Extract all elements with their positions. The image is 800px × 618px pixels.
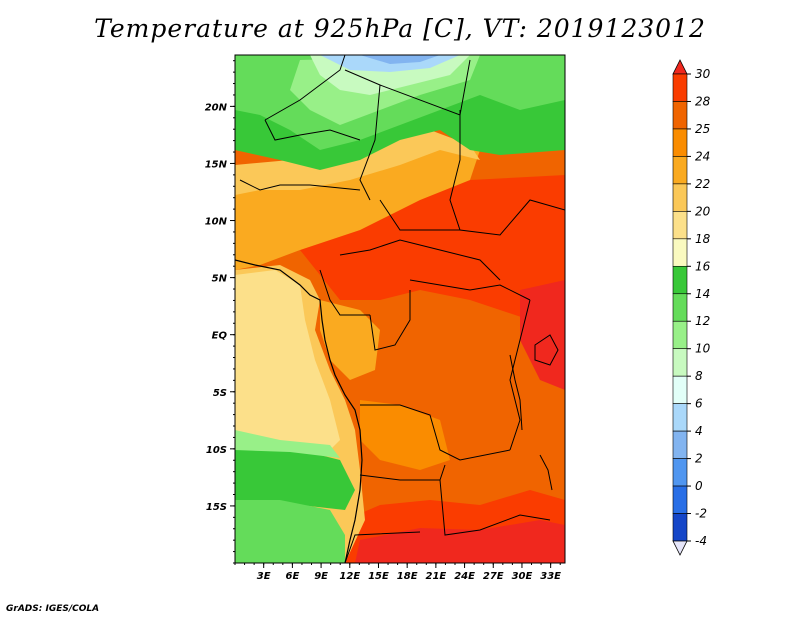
lon-label: 3E (257, 571, 271, 582)
coast-warm (320, 300, 380, 380)
colorbar-label: 24 (695, 149, 710, 163)
colorbar-segment (672, 485, 688, 514)
south-atlantic-12 (235, 430, 340, 458)
south-atlantic-16 (235, 448, 355, 510)
lake-malawi (539, 454, 553, 491)
lake-tanganyika (509, 354, 523, 431)
colorbar-segment (672, 375, 688, 404)
north-cool-6 (360, 55, 440, 64)
lon-label: 33E (540, 571, 561, 582)
colorbar-label: -4 (695, 534, 707, 548)
lon-label: 15E (368, 571, 389, 582)
border-line (319, 269, 370, 316)
colorbar-segment (672, 430, 688, 459)
border-line (344, 531, 421, 563)
hot-band-center (300, 175, 565, 320)
colorbar-segment (672, 156, 688, 185)
colorbar-label: 10 (695, 342, 711, 356)
sahel-warm (235, 135, 480, 270)
border-line (359, 474, 551, 536)
colorbar-segment (672, 211, 688, 240)
lat-label: 20N (205, 102, 228, 113)
lon-label: 27E (483, 571, 504, 582)
south-atlantic-14 (235, 500, 345, 563)
sahel-mild (235, 130, 480, 195)
colorbar-label: -2 (695, 507, 707, 521)
colorbar-segment (672, 320, 688, 350)
border-line (264, 119, 361, 141)
hot-east-lakes (520, 280, 565, 390)
colorbar-segment (672, 513, 688, 542)
colorbar-segment (672, 265, 688, 295)
colorbar-label: 2 (695, 452, 703, 466)
border-line (379, 199, 460, 231)
colorbar-segment (672, 348, 688, 377)
country-borders (235, 55, 565, 563)
angola-warm (360, 400, 450, 470)
border-line (369, 290, 411, 351)
lat-label: 10S (206, 445, 227, 456)
colorbar-label: 6 (695, 397, 703, 411)
border-line (264, 55, 346, 121)
colorbar-label: 0 (695, 479, 703, 493)
lat-label: 15N (205, 159, 228, 170)
colorbar-segment (672, 293, 688, 322)
colorbar-label: 12 (695, 314, 710, 328)
lon-label: 9E (314, 571, 328, 582)
atlantic-mild (235, 270, 340, 450)
lon-label: 24E (454, 571, 475, 582)
colorbar-label: 30 (695, 67, 711, 81)
colorbar-top-arrow (672, 59, 688, 75)
colorbar-label: 16 (695, 259, 711, 273)
colorbar-label: 18 (695, 232, 711, 246)
longitude-axis: 3E 6E 9E 12E 15E 18E 21E 24E 27E 30E 33E (234, 563, 561, 582)
colorbar-segment (672, 128, 688, 157)
border-line (439, 464, 446, 481)
colorbar-segment (672, 183, 688, 212)
temperature-field (235, 55, 565, 563)
lat-label: EQ (212, 331, 228, 342)
grads-credit: GrADS: IGES/COLA (6, 604, 100, 614)
colorbar-bottom-arrow (672, 540, 688, 556)
lon-label: 18E (397, 571, 418, 582)
latitude-axis: 20N 15N 10N 5N EQ 5S 10S 15S (205, 60, 235, 564)
lon-label: 12E (339, 571, 360, 582)
colorbar-segment (672, 458, 688, 487)
lon-label: 6E (285, 571, 299, 582)
lon-label: 30E (512, 571, 533, 582)
lat-label: 5N (212, 274, 228, 285)
colorbar-label: 22 (695, 177, 710, 191)
map-frame (234, 54, 566, 564)
colorbar-label: 20 (695, 204, 711, 218)
colorbar-segment (672, 238, 688, 267)
colorbar-label: 8 (695, 369, 703, 383)
border-line (239, 179, 361, 191)
border-line (509, 299, 531, 451)
lon-label: 21E (425, 571, 446, 582)
colorbar-label: 14 (695, 287, 710, 301)
border-line (360, 404, 511, 461)
hot-south-core (355, 520, 565, 563)
border-line (409, 279, 531, 301)
colorbar-label: 25 (695, 122, 710, 136)
lake-victoria (534, 334, 559, 366)
border-line (339, 239, 501, 281)
colorbar-label: 4 (695, 424, 703, 438)
border-line (359, 84, 381, 201)
colorbar-label: 28 (695, 94, 711, 108)
lat-label: 15S (206, 502, 227, 513)
border-line (344, 59, 471, 116)
coastline (235, 259, 363, 563)
lat-label: 10N (205, 217, 228, 228)
colorbar-segment (672, 101, 688, 130)
colorbar-segment (672, 73, 688, 102)
lat-label: 5S (213, 388, 227, 399)
map-title: Temperature at 925hPa [C], VT: 201912301… (94, 14, 706, 43)
colorbar-segment (672, 403, 688, 432)
